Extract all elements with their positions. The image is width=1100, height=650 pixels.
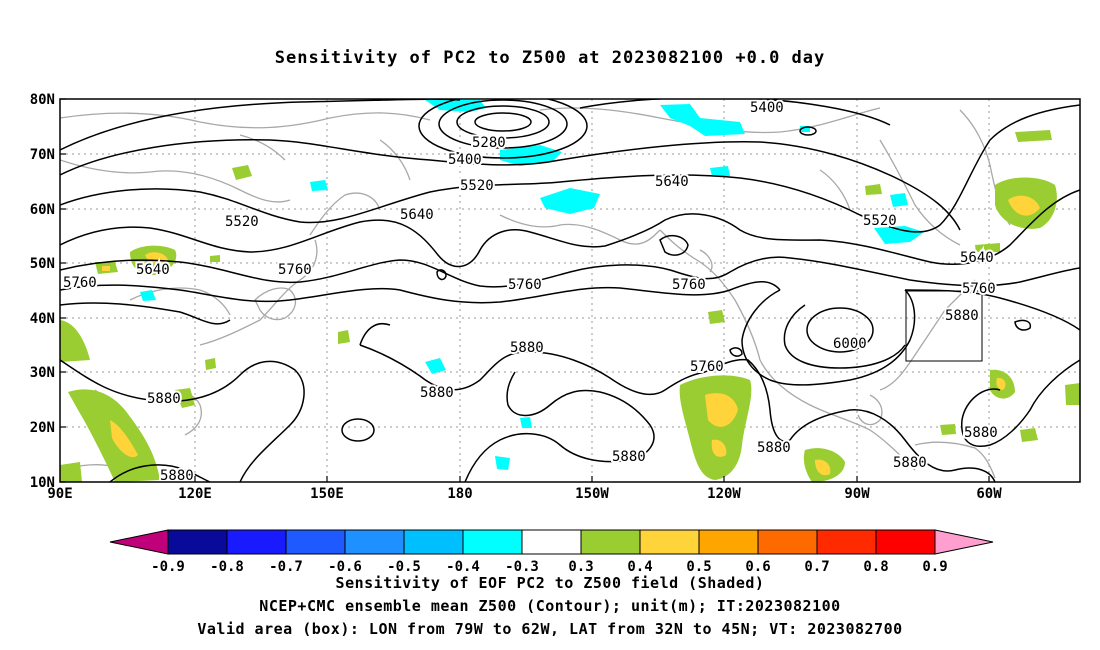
contour-label: 5760 — [690, 359, 724, 375]
colorbar-swatch — [816, 529, 877, 555]
contour-label: 5880 — [612, 449, 646, 465]
latitude-labels: 80N 70N 60N 50N 40N 30N 20N 10N — [30, 92, 55, 491]
lon-label: 90E — [47, 486, 72, 502]
colorbar-tick-label: 0.4 — [627, 559, 652, 575]
contour-label: 5760 — [278, 262, 312, 278]
colorbar-tick-label: -0.7 — [269, 559, 303, 575]
colorbar-tick-label: 0.5 — [686, 559, 711, 575]
contour-label: 5640 — [400, 207, 434, 223]
chart-title: Sensitivity of PC2 to Z500 at 2023082100… — [274, 48, 826, 68]
contour-label: 5400 — [750, 100, 784, 116]
colorbar-swatch — [403, 529, 464, 555]
lon-label: 60W — [976, 486, 1002, 502]
contour-label: 5520 — [225, 214, 259, 230]
longitude-labels: 90E 120E 150E 180 150W 120W 90W 60W — [47, 486, 1002, 502]
lat-label: 50N — [30, 256, 55, 272]
colorbar-labels: -0.9 -0.8 -0.7 -0.6 -0.5 -0.4 -0.3 0.3 0.4 0.5 0.6… — [151, 559, 948, 575]
lat-label: 60N — [30, 202, 55, 218]
colorbar-tick-label: -0.6 — [328, 559, 362, 575]
colorbar-swatch — [580, 529, 641, 555]
lat-label: 80N — [30, 92, 55, 108]
contour-label: 5520 — [460, 178, 494, 194]
contour-label: 5760 — [508, 277, 542, 293]
contour-labels: 5400 5280 5400 5520 5640 5640 5520 5520 … — [61, 98, 1000, 486]
colorbar-tick-label: 0.8 — [863, 559, 888, 575]
colorbar-tick-label: -0.4 — [446, 559, 480, 575]
lon-label: 180 — [447, 486, 472, 502]
contour-label: 5880 — [964, 425, 998, 441]
axis-ticks — [60, 98, 990, 483]
lon-label: 120E — [178, 486, 212, 502]
colorbar-tick-label: 0.6 — [745, 559, 770, 575]
contour-label: 5640 — [655, 174, 689, 190]
contour-label: 5760 — [63, 275, 97, 291]
contour-label: 5520 — [863, 213, 897, 229]
contour-label: 5880 — [757, 440, 791, 456]
colorbar-tick-label: 0.3 — [568, 559, 593, 575]
lon-label: 120W — [707, 486, 741, 502]
contour-label: 5760 — [962, 281, 996, 297]
contour-label: 5760 — [672, 277, 706, 293]
colorbar-tick-label: -0.9 — [151, 559, 185, 575]
lat-label: 30N — [30, 365, 55, 381]
colorbar-swatch — [639, 529, 700, 555]
colorbar-tick-label: -0.5 — [387, 559, 421, 575]
caption-line-3: Valid area (box): LON from 79W to 62W, L… — [197, 620, 903, 638]
colorbar-swatch — [167, 529, 228, 555]
lat-label: 10N — [30, 475, 55, 491]
caption-line-1: Sensitivity of EOF PC2 to Z500 field (Sh… — [335, 574, 765, 592]
colorbar-swatch — [698, 529, 759, 555]
colorbar-swatch — [875, 529, 936, 555]
lat-label: 20N — [30, 420, 55, 436]
contour-label: 5640 — [136, 262, 170, 278]
colorbar-swatch — [226, 529, 287, 555]
contour-label: 5880 — [510, 340, 544, 356]
colorbar-swatch — [757, 529, 818, 555]
lon-label: 90W — [844, 486, 870, 502]
contour-label: 5400 — [448, 152, 482, 168]
colorbar-swatch — [344, 529, 405, 555]
colorbar-tick-label: 0.9 — [922, 559, 947, 575]
contour-label: 5880 — [420, 385, 454, 401]
lat-label: 70N — [30, 147, 55, 163]
contour-label: 5880 — [160, 468, 194, 484]
colorbar-tick-label: 0.7 — [804, 559, 829, 575]
lon-label: 150W — [575, 486, 609, 502]
valid-area-box — [905, 290, 983, 362]
map-frame — [59, 98, 1081, 483]
colorbar-tick-label: -0.3 — [505, 559, 539, 575]
contour-label: 5880 — [893, 455, 927, 471]
lat-label: 40N — [30, 311, 55, 327]
colorbar-swatch — [521, 529, 582, 555]
height-contours — [60, 99, 1080, 482]
contour-label: 5880 — [147, 391, 181, 407]
colorbar-high-arrow — [934, 529, 994, 555]
lon-label: 150E — [310, 486, 344, 502]
contour-label: 5880 — [945, 308, 979, 324]
colorbar — [109, 529, 994, 555]
colorbar-swatch — [462, 529, 523, 555]
colorbar-low-arrow — [109, 529, 169, 555]
contour-label: 6000 — [833, 336, 867, 352]
sensitivity-shading — [60, 100, 1080, 482]
contour-label: 5280 — [472, 135, 506, 151]
caption-line-2: NCEP+CMC ensemble mean Z500 (Contour); u… — [259, 597, 841, 615]
colorbar-swatch — [285, 529, 346, 555]
contour-label: 5640 — [960, 250, 994, 266]
colorbar-tick-label: -0.8 — [210, 559, 244, 575]
